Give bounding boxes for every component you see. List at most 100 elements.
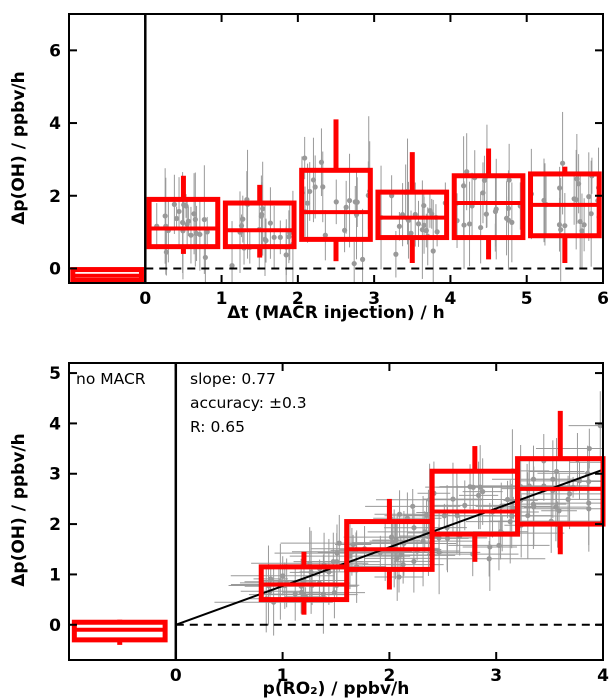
data-point	[419, 227, 425, 233]
top-axis-ticks: 0 1 2 3 4 5 6 0 2 4 6	[49, 14, 609, 309]
data-point	[464, 169, 470, 175]
data-point	[388, 534, 395, 540]
data-point	[185, 218, 191, 224]
data-point	[556, 508, 562, 514]
data-point	[396, 223, 403, 229]
data-point	[283, 252, 289, 258]
top-reference-lines	[144, 14, 603, 283]
x-tick-label: 0	[170, 666, 182, 686]
bottom-y-axis-title: Δp(OH) / ppbv/h	[9, 433, 29, 587]
box	[299, 167, 373, 242]
data-point	[441, 513, 447, 519]
data-point	[262, 236, 268, 242]
data-point	[505, 217, 512, 223]
data-point	[229, 262, 235, 269]
data-point	[322, 232, 328, 238]
top-y-axis-title: Δp(OH) / ppbv/h	[9, 71, 29, 225]
data-point	[201, 216, 207, 223]
data-point	[462, 502, 468, 508]
x-tick-label: 2	[383, 666, 395, 686]
data-point	[571, 196, 577, 202]
y-tick-label: 2	[49, 187, 61, 207]
data-point	[393, 251, 399, 257]
data-point	[410, 503, 416, 509]
data-point	[434, 229, 440, 235]
x-tick-label: 3	[490, 666, 502, 686]
data-point	[466, 221, 473, 227]
data-point	[302, 155, 308, 161]
x-tick-label: 1	[216, 289, 228, 309]
data-point	[408, 230, 414, 236]
data-point	[280, 573, 286, 579]
data-point	[333, 199, 339, 205]
data-point	[480, 489, 486, 495]
bottom-box-plots	[71, 410, 606, 645]
y-tick-label: 6	[49, 41, 61, 61]
data-point	[359, 256, 366, 262]
data-point	[427, 208, 433, 214]
data-point	[267, 220, 274, 226]
bottom-panel: 0 1 2 3 4 0 1 2 3 4 5 no MACR slope: 0.77 accuracy…	[9, 362, 609, 698]
data-point	[586, 445, 592, 452]
x-tick-label: 1	[277, 666, 289, 686]
data-point	[436, 549, 442, 555]
data-point	[312, 184, 318, 190]
y-tick-label: 3	[49, 465, 61, 485]
x-tick-label: 2	[292, 289, 304, 309]
data-point	[574, 176, 580, 182]
data-point	[581, 222, 587, 228]
data-point	[320, 184, 326, 190]
data-point	[202, 254, 208, 261]
slope-annotation: slope: 0.77	[190, 370, 276, 388]
data-point	[343, 204, 349, 210]
data-point	[460, 183, 467, 189]
top-box-plots	[70, 119, 602, 283]
data-point	[478, 224, 484, 231]
data-point	[486, 556, 492, 562]
data-point	[550, 476, 556, 482]
data-point	[354, 199, 360, 205]
r-annotation: R: 0.65	[190, 418, 245, 436]
data-point	[423, 227, 429, 234]
x-tick-label: 5	[521, 289, 533, 309]
bottom-axis-ticks: 0 1 2 3 4 0 1 2 3 4 5	[49, 363, 609, 686]
bottom-reference-lines	[174, 363, 604, 660]
data-point	[579, 228, 585, 234]
data-point	[506, 177, 512, 183]
data-point	[558, 227, 564, 233]
data-point	[530, 501, 537, 507]
data-point	[400, 562, 406, 568]
box	[344, 519, 435, 572]
data-point	[565, 496, 571, 502]
data-point	[487, 544, 493, 550]
fit-line	[175, 468, 604, 626]
data-point	[176, 208, 182, 215]
x-tick-label: 0	[139, 289, 151, 309]
data-point	[292, 591, 298, 597]
data-point	[163, 249, 169, 255]
data-point	[204, 229, 210, 235]
y-tick-label: 4	[49, 114, 61, 134]
data-point	[331, 590, 338, 596]
data-point	[556, 222, 563, 228]
data-point	[162, 213, 168, 219]
data-point	[415, 221, 422, 227]
box	[515, 456, 606, 527]
data-point	[260, 206, 266, 212]
data-point	[398, 552, 404, 558]
data-point	[444, 535, 451, 542]
data-point	[411, 525, 417, 531]
bottom-x-axis-title: p(RO₂) / ppbv/h	[263, 679, 410, 698]
y-tick-label: 4	[49, 414, 61, 434]
y-tick-label: 2	[49, 515, 61, 535]
data-point	[481, 177, 488, 183]
data-point	[483, 211, 489, 217]
data-point	[171, 201, 177, 207]
data-point	[411, 558, 417, 565]
data-point	[258, 213, 264, 219]
data-point	[504, 496, 511, 503]
box	[146, 196, 221, 250]
data-point	[510, 505, 516, 511]
box	[451, 173, 526, 241]
data-point	[351, 260, 357, 267]
